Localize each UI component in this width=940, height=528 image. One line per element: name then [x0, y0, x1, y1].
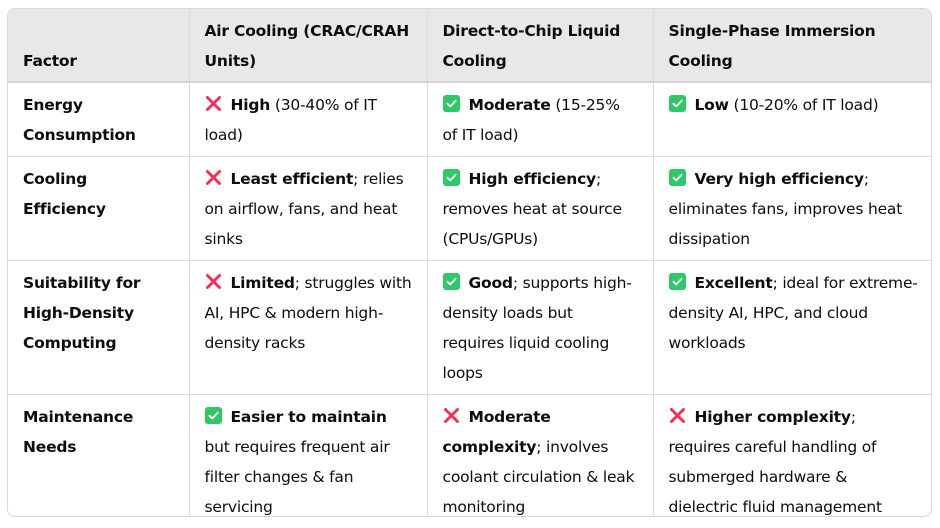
cross-icon [205, 273, 222, 290]
rating-detail: ; ideal for extreme-density AI, HPC, and… [668, 274, 918, 352]
rating-label: Easier to maintain [230, 408, 387, 426]
rating-label: Very high efficiency [694, 170, 865, 188]
header-label: Single-Phase Immersion Cooling [668, 22, 876, 70]
rating-label: Moderate [468, 96, 551, 114]
header-factor: Factor [8, 9, 190, 83]
immersion-cell: Very high efficiency; eliminates fans, i… [653, 156, 931, 261]
immersion-cell: Higher complexity; requires careful hand… [653, 395, 931, 516]
header-label: Air Cooling (CRAC/CRAH Units) [204, 22, 410, 70]
immersion-cell: Excellent; ideal for extreme-density AI,… [653, 260, 931, 395]
rating-detail: ; requires careful handling of submerged… [668, 408, 883, 516]
check-icon [204, 407, 222, 424]
air-cooling-cell: Limited; struggles with AI, HPC & modern… [189, 260, 428, 395]
table-header: Factor Air Cooling (CRAC/CRAH Units) Dir… [8, 9, 931, 83]
rating-detail: ; struggles with AI, HPC & modern high-d… [204, 274, 412, 352]
air-cooling-cell: Easier to maintain but requires frequent… [189, 394, 428, 516]
table-row: Energy Consumption High (30-40% of IT lo… [8, 82, 931, 157]
header-label: Factor [23, 52, 77, 70]
rating-detail: (15-25% of IT load) [442, 96, 620, 144]
cross-icon [205, 169, 222, 186]
factor-cell: Energy Consumption [8, 82, 190, 157]
cross-icon [669, 407, 686, 424]
direct-to-chip-cell: High efficiency; removes heat at source … [427, 156, 654, 261]
rating-detail: (30-40% of IT load) [204, 96, 378, 144]
check-icon [442, 95, 460, 112]
check-icon [442, 169, 460, 186]
table-row: Maintenance Needs Easier to maintain but… [8, 394, 931, 516]
rating-detail: ; eliminates fans, improves heat dissipa… [668, 170, 903, 248]
comparison-table-container: Factor Air Cooling (CRAC/CRAH Units) Dir… [7, 8, 932, 517]
rating-detail: ; involves coolant circulation & leak mo… [442, 438, 635, 516]
rating-label: Excellent [694, 274, 773, 292]
rating-label: Low [694, 96, 729, 114]
table-body: Energy Consumption High (30-40% of IT lo… [8, 82, 931, 516]
header-label: Direct-to-Chip Liquid Cooling [442, 22, 621, 70]
cross-icon [205, 95, 222, 112]
rating-detail: ; supports high-density loads but requir… [442, 274, 632, 382]
cross-icon [443, 407, 460, 424]
direct-to-chip-cell: Moderate (15-25% of IT load) [427, 82, 654, 157]
table-row: Cooling Efficiency Least efficient; reli… [8, 156, 931, 261]
rating-detail: ; relies on airflow, fans, and heat sink… [204, 170, 404, 248]
rating-detail: ; removes heat at source (CPUs/GPUs) [442, 170, 623, 248]
rating-label: Least efficient [230, 170, 354, 188]
cooling-comparison-table: Factor Air Cooling (CRAC/CRAH Units) Dir… [8, 9, 931, 516]
check-icon [668, 273, 686, 290]
check-icon [668, 169, 686, 186]
rating-label: Higher complexity [694, 408, 852, 426]
rating-label: Good [468, 274, 514, 292]
direct-to-chip-cell: Good; supports high-density loads but re… [427, 260, 654, 395]
table-row: Suitability for High-Density Computing L… [8, 260, 931, 395]
air-cooling-cell: High (30-40% of IT load) [189, 82, 428, 157]
header-direct-to-chip: Direct-to-Chip Liquid Cooling [427, 9, 654, 83]
rating-detail: (10-20% of IT load) [728, 96, 879, 114]
rating-label: Moderate complexity [442, 408, 551, 456]
factor-cell: Cooling Efficiency [8, 156, 190, 261]
factor-cell: Maintenance Needs [8, 394, 190, 516]
factor-cell: Suitability for High-Density Computing [8, 260, 190, 395]
check-icon [668, 95, 686, 112]
direct-to-chip-cell: Moderate complexity; involves coolant ci… [427, 394, 654, 516]
air-cooling-cell: Least efficient; relies on airflow, fans… [189, 156, 428, 261]
rating-detail: but requires frequent air filter changes… [204, 438, 390, 516]
rating-label: High [230, 96, 271, 114]
rating-label: High efficiency [468, 170, 597, 188]
header-row: Factor Air Cooling (CRAC/CRAH Units) Dir… [8, 9, 931, 83]
rating-label: Limited [230, 274, 295, 292]
header-immersion: Single-Phase Immersion Cooling [653, 9, 931, 83]
check-icon [442, 273, 460, 290]
immersion-cell: Low (10-20% of IT load) [653, 82, 931, 157]
header-air-cooling: Air Cooling (CRAC/CRAH Units) [189, 9, 428, 83]
